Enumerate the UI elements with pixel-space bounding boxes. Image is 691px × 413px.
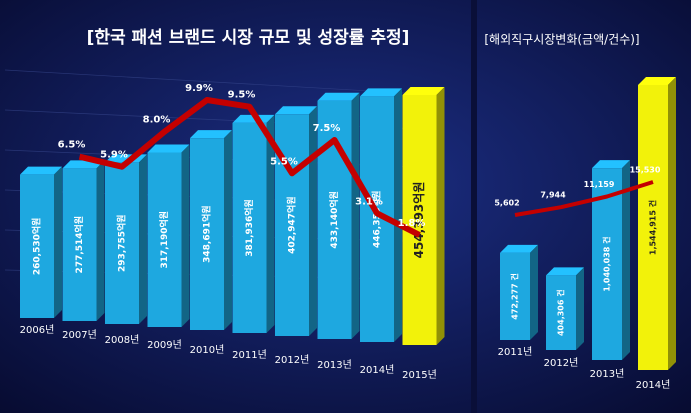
x-tick-label: 2015년 bbox=[402, 369, 437, 381]
x-tick-label: 2009년 bbox=[147, 339, 182, 351]
bar-value-label: 402,947억원 bbox=[286, 196, 298, 254]
bar-top bbox=[402, 87, 445, 95]
line-value-label: 1.8% bbox=[398, 218, 426, 229]
line-value-label: 5.9% bbox=[100, 150, 128, 161]
bar-side bbox=[54, 166, 62, 318]
bar-top bbox=[592, 160, 630, 169]
bar bbox=[190, 138, 224, 330]
chart-title: [한국 패션 브랜드 시장 규모 및 성장률 추정] bbox=[87, 28, 410, 48]
growth-line bbox=[78, 97, 421, 238]
chart-title: [해외직구시장변화(금액/건수)] bbox=[484, 33, 639, 47]
line-value-label: 15,530 bbox=[630, 166, 661, 175]
bar-top bbox=[546, 267, 584, 276]
bar-value-label: 1,040,038 건 bbox=[602, 236, 612, 291]
bar bbox=[402, 95, 437, 345]
bar bbox=[105, 162, 139, 324]
bar-value-label: 317,190억원 bbox=[158, 211, 170, 269]
x-tick-label: 2006년 bbox=[20, 324, 55, 336]
bar bbox=[546, 275, 576, 350]
bar-side bbox=[224, 130, 232, 330]
bar-value-label: 348,691억원 bbox=[201, 205, 213, 263]
line-value-label: 3.1% bbox=[355, 196, 383, 207]
bar-side bbox=[436, 87, 445, 345]
x-tick-label: 2010년 bbox=[190, 344, 225, 356]
line-value-label: 6.5% bbox=[58, 140, 86, 151]
x-tick-label: 2008년 bbox=[105, 334, 140, 346]
x-tick-label: 2007년 bbox=[62, 329, 97, 341]
bar-value-label: 404,306 건 bbox=[556, 289, 566, 336]
line-value-label: 5,602 bbox=[494, 199, 519, 208]
line-value-label: 8.0% bbox=[143, 115, 171, 126]
bar-top bbox=[190, 130, 232, 139]
x-tick-label: 2012년 bbox=[275, 354, 310, 366]
bar bbox=[500, 252, 530, 340]
line-value-label: 9.5% bbox=[228, 90, 256, 101]
bar-top bbox=[638, 77, 676, 85]
bar-value-label: 472,277 건 bbox=[510, 273, 520, 320]
bar-side bbox=[96, 160, 105, 321]
bar-side bbox=[139, 154, 147, 324]
bar bbox=[62, 168, 97, 321]
bar-side bbox=[266, 114, 275, 334]
x-tick-label: 2014년 bbox=[636, 379, 671, 391]
x-tick-label: 2014년 bbox=[360, 364, 395, 376]
growth-line bbox=[514, 180, 654, 217]
bar-value-label: 433,140억원 bbox=[328, 191, 340, 249]
bar-value-label: 454,393억원 bbox=[412, 182, 426, 259]
bar-top bbox=[20, 166, 62, 175]
bar-value-label: 277,514억원 bbox=[73, 216, 85, 274]
bar-side bbox=[576, 267, 584, 350]
bar-value-label: 1,544,915 건 bbox=[648, 200, 658, 255]
bar-top bbox=[500, 244, 538, 253]
bar-side bbox=[351, 92, 360, 339]
bar-value-label: 381,936억원 bbox=[243, 199, 255, 257]
bar bbox=[20, 174, 54, 318]
x-tick-label: 2013년 bbox=[590, 368, 625, 380]
bar bbox=[638, 85, 668, 370]
line-value-label: 11,159 bbox=[584, 180, 615, 189]
x-tick-label: 2012년 bbox=[544, 357, 579, 369]
bar-top bbox=[317, 92, 360, 101]
bar-side bbox=[309, 106, 317, 336]
line-value-label: 7,944 bbox=[540, 191, 566, 200]
bar-value-label: 293,755억원 bbox=[116, 214, 128, 272]
bar bbox=[232, 122, 267, 334]
x-tick-label: 2011년 bbox=[498, 346, 533, 358]
bar-top bbox=[147, 144, 190, 153]
bar-top bbox=[275, 106, 317, 115]
bar-side bbox=[622, 160, 630, 360]
x-tick-label: 2013년 bbox=[317, 359, 352, 371]
line-value-label: 7.5% bbox=[313, 123, 341, 134]
bar-top bbox=[360, 88, 402, 97]
x-tick-label: 2011년 bbox=[232, 349, 267, 361]
line-value-label: 9.9% bbox=[185, 83, 213, 94]
line-value-label: 5.5% bbox=[270, 156, 298, 167]
bar-side bbox=[394, 88, 402, 342]
bar bbox=[147, 152, 182, 327]
bar-value-label: 260,530억원 bbox=[31, 218, 43, 276]
bar-side bbox=[181, 144, 190, 327]
bar-side bbox=[668, 77, 676, 370]
bar-side bbox=[530, 244, 538, 340]
bar-top bbox=[232, 114, 275, 123]
